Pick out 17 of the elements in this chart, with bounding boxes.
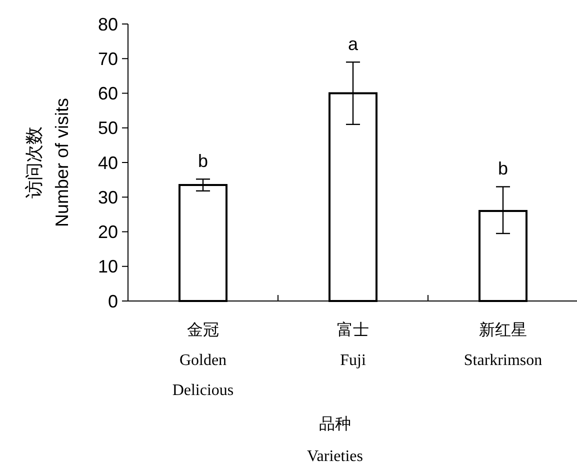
y-tick-label: 10 (98, 256, 118, 277)
y-tick-label: 0 (108, 291, 118, 312)
y-axis-title: 访问次数 Number of visits (24, 98, 72, 228)
y-tick-label: 80 (98, 14, 118, 34)
y-tick-label: 50 (98, 118, 118, 138)
annotation: a (348, 34, 359, 54)
annotation: b (498, 158, 508, 179)
y-tick-label: 60 (98, 84, 118, 104)
x-tick-label: 新红星 Starkrimson (464, 321, 542, 369)
y-tick-label: 40 (98, 152, 118, 173)
x-tick-label: 金冠 Golden Delicious (172, 322, 234, 399)
y-tick-label: 20 (98, 222, 118, 242)
annotation: b (198, 151, 208, 172)
x-axis-title: 品种 Varieties (307, 415, 363, 465)
y-tick-label: 30 (98, 187, 118, 208)
y-tick-label: 70 (98, 48, 118, 69)
x-tick-label: 富士 Fuji (337, 321, 369, 369)
